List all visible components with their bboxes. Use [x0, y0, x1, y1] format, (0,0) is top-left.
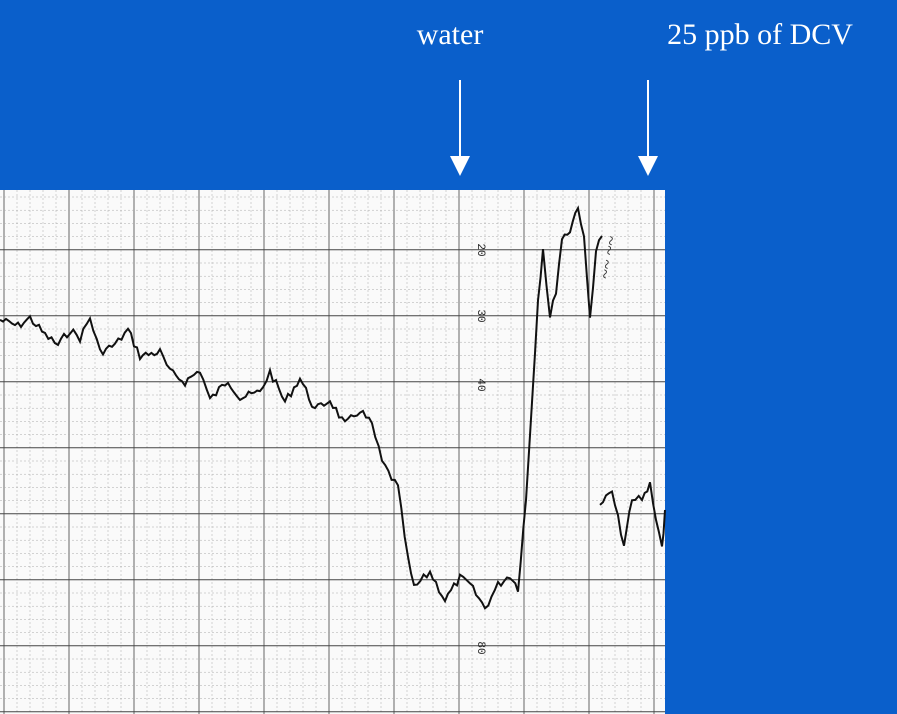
scan-label: 80: [474, 641, 486, 654]
slide: water 25 ppb of DCV 20304080 ~~ ~~: [0, 0, 897, 714]
dcv-label: 25 ppb of DCV: [667, 18, 853, 51]
water-label: water: [417, 18, 484, 51]
scan-label: 30: [474, 309, 486, 322]
scan-label: 20: [474, 243, 486, 256]
page: water 25 ppb of DCV 20304080 ~~ ~~ (() =…: [0, 0, 897, 714]
scan-label: 40: [474, 378, 486, 391]
paper: [0, 190, 665, 714]
